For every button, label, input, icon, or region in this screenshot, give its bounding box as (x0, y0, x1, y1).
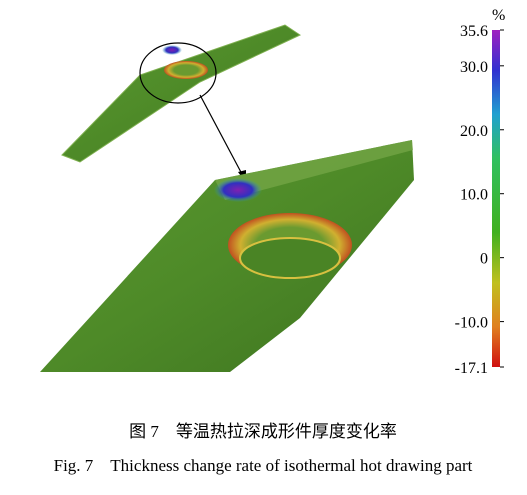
colorbar-scale (492, 30, 500, 367)
colorbar-tick-label: 35.6 (460, 23, 488, 40)
colorbar: % 35.6 30.0 20.0 10.0 0 -10.0 -17.1 (455, 7, 506, 377)
colorbar-tick-label: -10.0 (455, 315, 488, 332)
caption-en: Fig. 7 Thickness change rate of isotherm… (54, 456, 473, 475)
large-part (40, 140, 414, 372)
colorbar-tick-label: -17.1 (455, 360, 488, 377)
colorbar-tick-label: 30.0 (460, 59, 488, 76)
colorbar-tick-label: 20.0 (460, 123, 488, 140)
arrow (199, 94, 246, 183)
caption-cn: 图 7 等温热拉深成形件厚度变化率 (129, 422, 397, 441)
small-part (61, 24, 302, 163)
colorbar-tick-label: 10.0 (460, 187, 488, 204)
colorbar-unit: % (492, 7, 505, 24)
colorbar-tick-label: 0 (480, 251, 488, 268)
